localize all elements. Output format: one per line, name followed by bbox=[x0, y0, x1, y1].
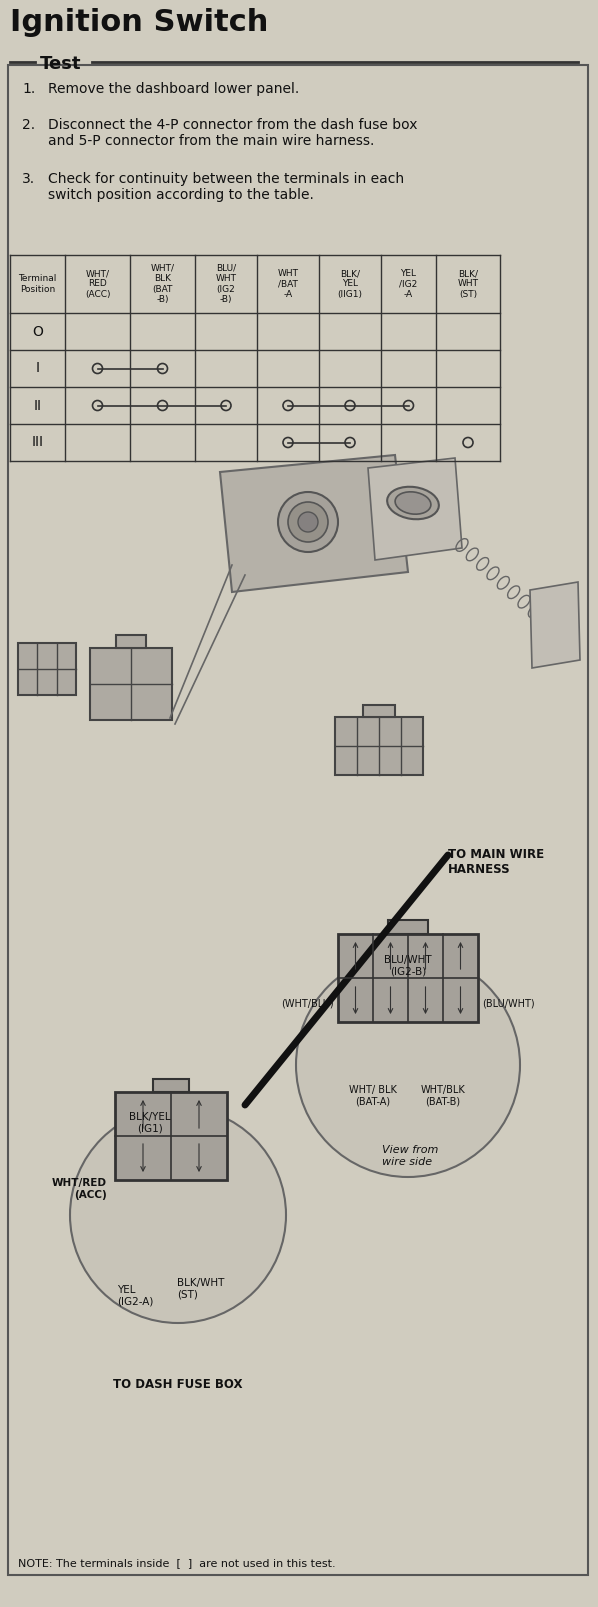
Polygon shape bbox=[530, 582, 580, 669]
Text: (WHT/BLU): (WHT/BLU) bbox=[282, 998, 334, 1008]
Bar bbox=[18, 643, 76, 694]
Text: 2.: 2. bbox=[22, 117, 35, 132]
Ellipse shape bbox=[387, 487, 439, 519]
Bar bbox=[363, 705, 395, 717]
Bar bbox=[153, 1078, 189, 1093]
Text: WHT/ BLK
(BAT-A): WHT/ BLK (BAT-A) bbox=[349, 1085, 397, 1107]
Circle shape bbox=[70, 1107, 286, 1323]
Text: I: I bbox=[35, 362, 39, 376]
Text: BLK/
WHT
(ST): BLK/ WHT (ST) bbox=[457, 268, 478, 299]
Text: TO DASH FUSE BOX: TO DASH FUSE BOX bbox=[113, 1377, 243, 1392]
Text: Check for continuity between the terminals in each
switch position according to : Check for continuity between the termina… bbox=[48, 172, 404, 202]
Polygon shape bbox=[368, 458, 462, 559]
Text: BLU/
WHT
(IG2
-B): BLU/ WHT (IG2 -B) bbox=[215, 264, 236, 304]
Text: Ignition Switch: Ignition Switch bbox=[10, 8, 269, 37]
Text: III: III bbox=[32, 435, 44, 450]
Polygon shape bbox=[220, 455, 408, 591]
Text: WHT/RED
(ACC): WHT/RED (ACC) bbox=[52, 1178, 107, 1199]
Bar bbox=[335, 717, 423, 775]
Text: II: II bbox=[33, 399, 41, 413]
Text: WHT/
BLK
(BAT
-B): WHT/ BLK (BAT -B) bbox=[151, 264, 175, 304]
Bar bbox=[90, 648, 172, 720]
Text: YEL
(IG2-A): YEL (IG2-A) bbox=[117, 1286, 153, 1306]
Bar bbox=[116, 635, 146, 648]
Text: YEL
/IG2
-A: YEL /IG2 -A bbox=[399, 268, 417, 299]
Text: View from
wire side: View from wire side bbox=[382, 1146, 438, 1167]
Circle shape bbox=[278, 492, 338, 551]
Ellipse shape bbox=[395, 492, 431, 514]
Circle shape bbox=[298, 513, 318, 532]
Circle shape bbox=[296, 953, 520, 1176]
Bar bbox=[388, 919, 428, 934]
Text: WHT/
RED
(ACC): WHT/ RED (ACC) bbox=[85, 268, 110, 299]
Text: WHT
/BAT
-A: WHT /BAT -A bbox=[277, 268, 298, 299]
Text: Terminal
Position: Terminal Position bbox=[19, 275, 57, 294]
Text: TO MAIN WIRE
HARNESS: TO MAIN WIRE HARNESS bbox=[448, 848, 544, 876]
Text: Remove the dashboard lower panel.: Remove the dashboard lower panel. bbox=[48, 82, 299, 96]
Text: WHT/BLK
(BAT-B): WHT/BLK (BAT-B) bbox=[420, 1085, 465, 1107]
Text: BLK/WHT
(ST): BLK/WHT (ST) bbox=[177, 1278, 224, 1300]
Text: 3.: 3. bbox=[22, 172, 35, 186]
Text: O: O bbox=[32, 325, 43, 339]
Bar bbox=[338, 934, 478, 1022]
Bar bbox=[115, 1093, 227, 1180]
Text: 1.: 1. bbox=[22, 82, 35, 96]
Text: BLU/WHT
(IG2-B): BLU/WHT (IG2-B) bbox=[384, 955, 432, 977]
Circle shape bbox=[288, 501, 328, 542]
Text: Test: Test bbox=[40, 55, 81, 72]
Text: Disconnect the 4-P connector from the dash fuse box
and 5-P connector from the m: Disconnect the 4-P connector from the da… bbox=[48, 117, 417, 148]
Text: BLK/
YEL
(IIG1): BLK/ YEL (IIG1) bbox=[337, 268, 362, 299]
Text: BLK/YEL
(IG1): BLK/YEL (IG1) bbox=[129, 1112, 171, 1133]
Text: (BLU/WHT): (BLU/WHT) bbox=[482, 998, 535, 1008]
Text: NOTE: The terminals inside  [  ]  are not used in this test.: NOTE: The terminals inside [ ] are not u… bbox=[18, 1559, 335, 1568]
